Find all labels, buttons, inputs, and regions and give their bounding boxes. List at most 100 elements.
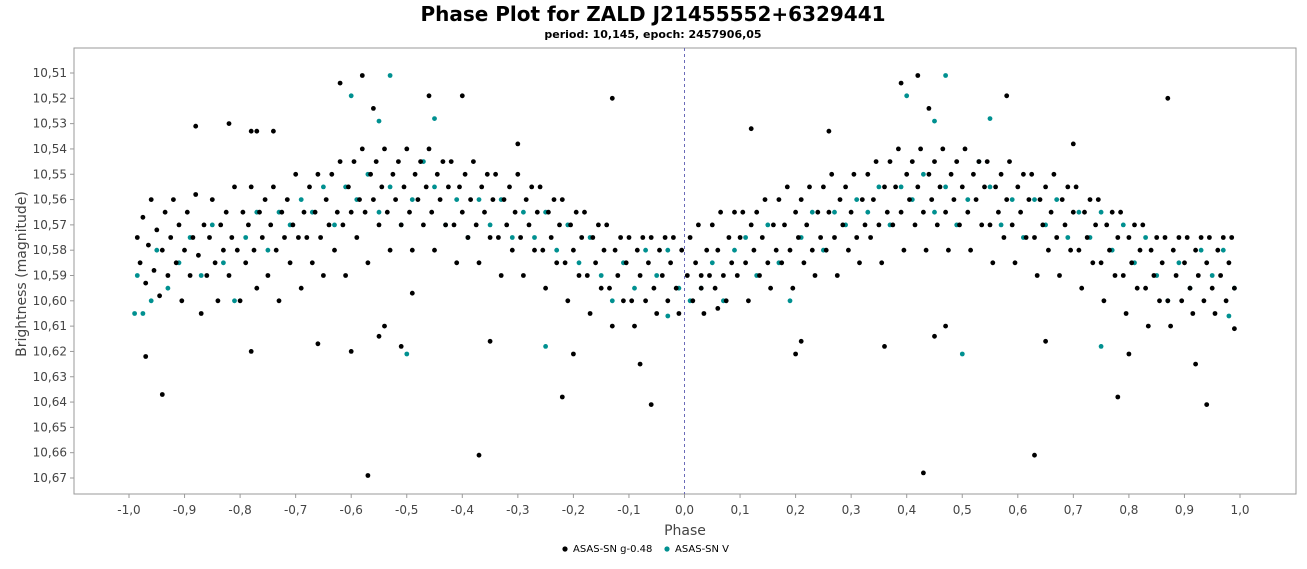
data-point bbox=[532, 235, 537, 240]
data-point bbox=[598, 285, 604, 291]
y-tick-label: 10,51 bbox=[33, 66, 67, 80]
data-point bbox=[537, 184, 543, 190]
data-point bbox=[1095, 197, 1101, 203]
data-point bbox=[404, 146, 410, 152]
data-point bbox=[1098, 209, 1104, 215]
data-point bbox=[1215, 247, 1221, 253]
data-point bbox=[912, 222, 918, 228]
data-point bbox=[840, 222, 846, 228]
data-point bbox=[359, 73, 365, 78]
data-point bbox=[1104, 222, 1110, 228]
data-point bbox=[1195, 273, 1201, 278]
data-point bbox=[204, 273, 210, 278]
data-point bbox=[1123, 311, 1129, 316]
data-point bbox=[926, 171, 932, 177]
data-point bbox=[454, 197, 460, 203]
data-point bbox=[496, 235, 501, 240]
data-point bbox=[793, 209, 798, 215]
data-point bbox=[1134, 285, 1140, 291]
data-point bbox=[818, 235, 823, 240]
data-point bbox=[540, 247, 546, 253]
y-axis: 10,51 10,52 10,53 10,54 10,55 10,56 10,57 10,58… bbox=[33, 66, 74, 485]
data-point bbox=[1187, 285, 1193, 291]
x-tick-label: 0,9 bbox=[1175, 503, 1194, 517]
data-point bbox=[982, 184, 987, 190]
x-tick-label: -0,2 bbox=[562, 503, 585, 517]
data-point bbox=[271, 184, 276, 190]
data-point bbox=[609, 298, 615, 304]
data-point bbox=[1198, 247, 1204, 253]
data-point bbox=[898, 209, 904, 215]
data-point bbox=[834, 273, 840, 278]
data-point bbox=[651, 285, 657, 291]
data-point bbox=[240, 209, 246, 215]
data-point bbox=[254, 285, 260, 291]
data-point bbox=[437, 197, 443, 203]
data-point bbox=[384, 209, 390, 215]
data-point bbox=[762, 197, 768, 203]
data-point bbox=[987, 184, 993, 190]
data-point bbox=[190, 235, 196, 240]
x-axis: -1,0 -0,9 -0,8 -0,7 -0,6 -0,5 -0,4 -0,3 -0,2 -0,1… bbox=[117, 494, 1250, 517]
data-point bbox=[157, 293, 163, 299]
data-point bbox=[959, 184, 965, 190]
data-point bbox=[1120, 222, 1126, 228]
data-point bbox=[1093, 222, 1098, 228]
data-point bbox=[1115, 235, 1121, 240]
data-point bbox=[1082, 209, 1087, 215]
data-point bbox=[859, 197, 865, 203]
data-point bbox=[1087, 197, 1093, 203]
data-point bbox=[1109, 209, 1115, 215]
data-point bbox=[934, 222, 940, 228]
data-point bbox=[743, 235, 748, 240]
data-point bbox=[234, 247, 240, 253]
y-tick-label: 10,52 bbox=[33, 91, 67, 105]
data-point bbox=[148, 197, 154, 203]
data-point bbox=[632, 285, 637, 291]
data-point bbox=[365, 473, 371, 478]
data-point bbox=[884, 209, 890, 215]
data-point bbox=[343, 273, 348, 278]
data-point bbox=[787, 247, 793, 253]
data-point bbox=[159, 247, 165, 253]
data-point bbox=[1051, 171, 1057, 177]
data-point bbox=[134, 273, 140, 278]
data-point bbox=[1226, 260, 1232, 266]
data-point bbox=[576, 273, 582, 278]
data-point bbox=[465, 235, 471, 240]
data-point bbox=[643, 247, 648, 253]
data-point bbox=[501, 197, 507, 203]
data-point bbox=[948, 171, 954, 177]
x-axis-title: Phase bbox=[664, 523, 706, 539]
data-point bbox=[1173, 273, 1179, 278]
data-point bbox=[907, 197, 912, 203]
data-point bbox=[734, 273, 740, 278]
data-point bbox=[1021, 171, 1026, 177]
data-point bbox=[293, 171, 299, 177]
data-point bbox=[721, 273, 726, 278]
data-point bbox=[521, 209, 526, 215]
data-point bbox=[396, 159, 401, 165]
data-point bbox=[932, 333, 937, 339]
x-tick-label: -0,6 bbox=[339, 503, 362, 517]
data-point bbox=[665, 313, 671, 319]
y-tick-label: 10,54 bbox=[33, 142, 67, 156]
data-point bbox=[604, 222, 610, 228]
data-point bbox=[1232, 285, 1237, 291]
data-point bbox=[279, 209, 285, 215]
data-point bbox=[387, 184, 393, 190]
data-point bbox=[529, 184, 535, 190]
data-point bbox=[162, 209, 168, 215]
data-point bbox=[337, 80, 343, 86]
y-tick-label: 10,65 bbox=[33, 420, 67, 434]
data-point bbox=[259, 235, 265, 240]
data-point bbox=[551, 197, 557, 203]
data-point bbox=[726, 235, 732, 240]
data-point bbox=[401, 184, 407, 190]
data-point bbox=[371, 197, 376, 203]
data-point bbox=[1220, 235, 1226, 240]
data-point bbox=[440, 159, 446, 165]
data-point bbox=[626, 235, 632, 240]
data-point bbox=[921, 470, 926, 476]
